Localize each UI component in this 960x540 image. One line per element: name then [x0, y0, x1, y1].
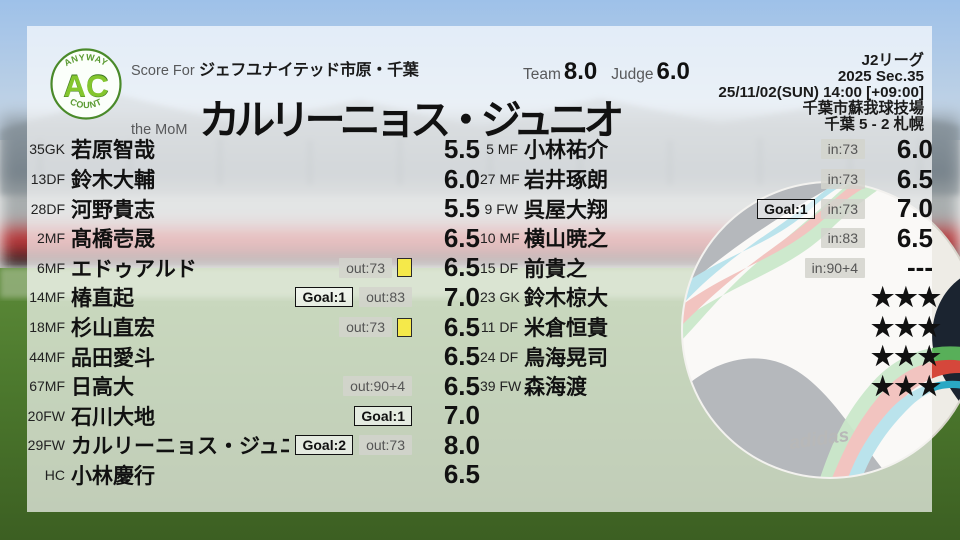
svg-text:AC: AC	[64, 68, 109, 103]
